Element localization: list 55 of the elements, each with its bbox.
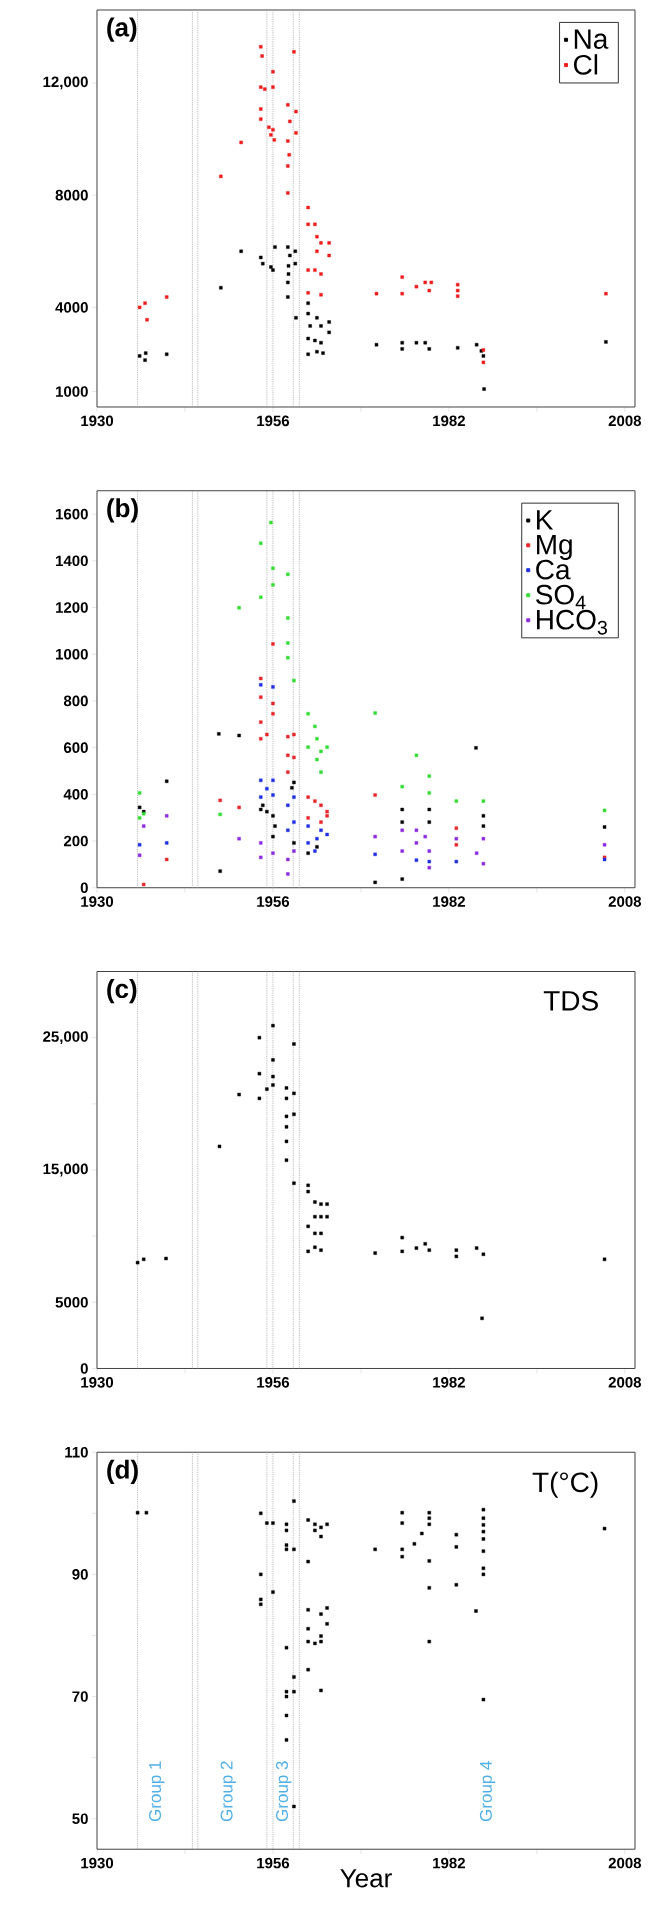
x-tick-label: 1956 — [257, 1377, 290, 1388]
y-tick-label: 0 — [80, 882, 88, 894]
chart-title: (a) — [107, 17, 137, 42]
y-tick-label: 1200 — [56, 602, 88, 613]
y-tick-label: 50 — [72, 1813, 88, 1824]
x-tick-label: 1956 — [257, 415, 290, 427]
legend-label: Mg — [537, 534, 572, 560]
y-tick-label: 5000 — [55, 1297, 88, 1308]
x-tick-label: 1982 — [433, 1857, 465, 1869]
chart-title: (b) — [107, 498, 138, 523]
x-tick-label: 1982 — [433, 1377, 465, 1388]
y-tick-label: 1000 — [56, 386, 88, 397]
legend-label: HCO$_{3}$ — [537, 609, 607, 635]
y-tick-label: 800 — [63, 695, 88, 707]
y-tick-label: 1600 — [56, 508, 88, 520]
y-tick-label: 110 — [65, 1446, 88, 1458]
legend-label: Ca — [536, 559, 571, 580]
x-tick-label: 2008 — [608, 896, 642, 907]
y-tick-label: 0 — [80, 1363, 88, 1374]
y-tick-label: 400 — [63, 789, 88, 800]
x-tick-label: 2008 — [608, 415, 642, 427]
y-tick-label: 8000 — [55, 189, 88, 201]
annotation: TDS — [543, 990, 598, 1011]
x-tick-label: 1956 — [257, 1857, 290, 1869]
x-tick-label: 2008 — [608, 1857, 642, 1869]
y-tick-label: 70 — [72, 1691, 88, 1702]
y-tick-label: 600 — [63, 742, 88, 753]
x-tick-label: 1930 — [81, 415, 114, 427]
x-axis-title: Year — [340, 1869, 392, 1888]
legend-label: SO$_{4}$ — [536, 584, 586, 610]
x-tick-label: 1956 — [257, 896, 290, 907]
y-tick-label: 1000 — [56, 648, 88, 660]
annotation: Group 4 — [479, 1761, 496, 1822]
chart-title: (c) — [107, 978, 137, 1004]
chart-title: (d) — [107, 1459, 138, 1484]
y-tick-label: 1400 — [56, 555, 88, 567]
legend-label: K — [537, 510, 554, 530]
x-tick-label: 1930 — [81, 1857, 114, 1869]
legend-label: Cl — [573, 54, 598, 75]
y-tick-label: 200 — [63, 835, 88, 847]
annotation: Group 3 — [275, 1761, 292, 1822]
annotation: T(°C) — [532, 1471, 598, 1498]
annotation: Group 1 — [149, 1761, 165, 1822]
y-tick-label: 90 — [72, 1569, 88, 1580]
x-tick-label: 1930 — [81, 1377, 114, 1388]
x-tick-label: 2008 — [608, 1377, 642, 1388]
y-tick-label: 25,000 — [43, 1031, 88, 1045]
x-tick-label: 1982 — [433, 415, 465, 427]
y-tick-label: 15,000 — [43, 1163, 88, 1177]
y-tick-label: 4000 — [55, 302, 88, 313]
legend-label: Na — [574, 29, 609, 49]
y-tick-label: 12,000 — [43, 76, 88, 90]
x-tick-label: 1930 — [81, 896, 114, 907]
x-tick-label: 1982 — [433, 896, 465, 907]
annotation: Group 2 — [220, 1761, 236, 1822]
